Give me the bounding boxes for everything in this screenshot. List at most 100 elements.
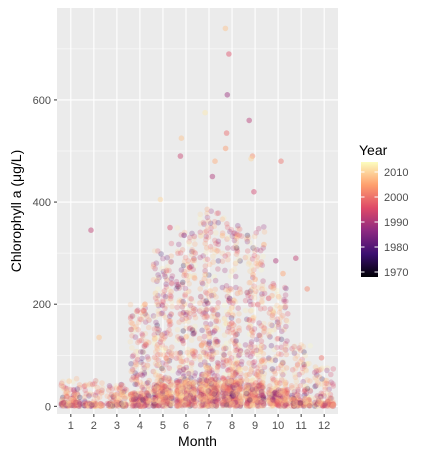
data-point xyxy=(237,385,243,392)
data-point xyxy=(62,400,69,407)
data-point xyxy=(245,391,251,398)
data-point xyxy=(227,273,234,279)
data-point xyxy=(152,314,158,321)
data-point xyxy=(174,380,180,386)
data-point xyxy=(190,330,196,337)
data-point xyxy=(254,402,261,409)
data-point xyxy=(282,304,288,311)
data-point xyxy=(145,402,151,408)
data-point xyxy=(211,390,218,396)
data-point xyxy=(242,388,249,395)
data-point xyxy=(227,321,233,328)
data-point xyxy=(256,399,262,405)
data-point xyxy=(229,382,236,389)
data-point xyxy=(186,397,192,403)
data-point xyxy=(167,382,174,389)
data-point xyxy=(282,397,288,403)
data-point xyxy=(183,315,190,321)
data-point xyxy=(189,391,196,398)
data-point xyxy=(213,397,219,404)
data-point xyxy=(283,399,289,406)
data-point xyxy=(142,402,149,409)
data-point xyxy=(238,387,244,393)
data-point xyxy=(283,390,289,397)
data-point xyxy=(63,388,70,395)
data-point xyxy=(221,395,228,401)
data-point xyxy=(178,354,184,360)
data-point xyxy=(234,360,241,367)
data-point xyxy=(197,229,204,236)
data-point xyxy=(208,381,215,387)
data-point xyxy=(208,356,215,363)
data-point xyxy=(158,373,164,380)
data-point xyxy=(190,390,196,397)
data-point xyxy=(180,395,186,402)
data-point xyxy=(189,247,195,253)
data-point xyxy=(85,399,91,406)
data-point xyxy=(224,328,231,335)
data-point xyxy=(219,230,226,236)
data-point xyxy=(282,399,289,406)
data-point xyxy=(257,396,264,403)
data-point xyxy=(161,383,168,389)
data-point xyxy=(197,300,203,306)
data-point xyxy=(228,377,234,384)
data-point xyxy=(269,399,276,406)
data-point xyxy=(74,389,80,396)
data-point xyxy=(266,295,272,302)
data-point xyxy=(276,400,282,406)
data-point xyxy=(227,386,233,392)
data-point xyxy=(198,385,205,391)
data-point xyxy=(180,399,187,406)
data-point xyxy=(227,308,233,314)
data-point xyxy=(177,392,183,398)
data-point xyxy=(220,402,227,409)
data-point xyxy=(254,399,261,406)
data-point xyxy=(200,372,207,378)
data-point xyxy=(250,267,257,273)
data-point xyxy=(213,294,219,300)
data-point xyxy=(178,267,185,273)
data-point xyxy=(227,366,233,373)
data-point xyxy=(224,402,231,409)
data-point xyxy=(221,383,228,390)
data-point xyxy=(206,386,213,393)
data-point xyxy=(255,395,261,402)
data-point xyxy=(138,390,145,397)
data-point xyxy=(132,393,138,400)
data-point xyxy=(248,402,254,409)
data-point xyxy=(244,397,251,404)
data-point xyxy=(106,399,113,406)
data-point xyxy=(177,364,183,371)
data-point xyxy=(151,248,158,254)
data-point xyxy=(243,393,249,399)
data-point xyxy=(63,403,70,409)
data-point xyxy=(60,378,66,385)
data-point xyxy=(269,378,276,384)
data-point xyxy=(155,392,161,399)
data-point xyxy=(139,335,146,342)
data-point xyxy=(130,374,137,380)
data-point xyxy=(252,385,258,392)
data-point xyxy=(140,393,147,399)
data-point xyxy=(285,311,291,317)
data-point xyxy=(210,307,216,314)
data-point xyxy=(231,297,237,304)
data-point xyxy=(256,395,263,402)
data-point xyxy=(233,399,240,406)
data-point xyxy=(161,288,168,294)
data-point xyxy=(196,377,203,383)
data-point xyxy=(136,398,143,405)
data-point xyxy=(180,390,187,397)
data-point xyxy=(204,402,211,409)
data-point xyxy=(182,291,188,298)
data-point xyxy=(249,392,255,399)
data-point xyxy=(174,398,180,405)
data-point xyxy=(229,326,236,333)
data-point xyxy=(127,339,134,345)
data-point xyxy=(206,340,212,347)
data-point xyxy=(304,377,311,383)
data-point xyxy=(151,385,158,391)
data-point xyxy=(196,394,203,401)
data-point xyxy=(199,386,205,393)
